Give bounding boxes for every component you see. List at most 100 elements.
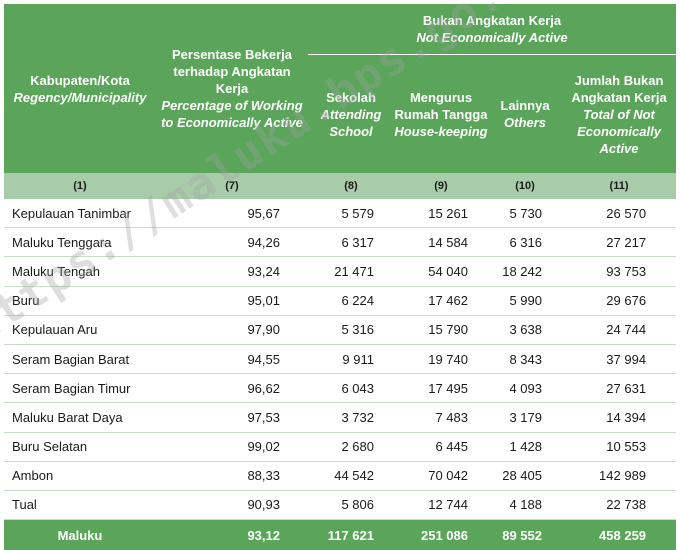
cell-house: 70 042 [394,461,488,491]
cell-house: 15 261 [394,199,488,229]
header-region-label: Kabupaten/Kota [30,72,130,88]
col-index: (9) [394,173,488,199]
total-region: Maluku [4,519,156,550]
cell-pct: 96,62 [156,373,308,404]
total-others: 89 552 [488,519,562,550]
cell-pct: 95,01 [156,286,308,316]
cell-pct: 99,02 [156,432,308,462]
header-others-label-en: Others [504,115,546,130]
header-school: Sekolah Attending School [308,54,394,173]
cell-school: 5 316 [308,315,394,345]
table-row: Maluku Tengah 93,24 21 471 54 040 18 242… [4,256,677,287]
cell-house: 14 584 [394,227,488,258]
cell-pct: 95,67 [156,199,308,229]
cell-others: 8 343 [488,344,562,375]
cell-region: Buru Selatan [4,432,156,462]
cell-region: Buru [4,286,156,316]
header-school-label: Sekolah [326,89,376,105]
cell-school: 6 043 [308,373,394,404]
cell-pct: 94,26 [156,227,308,258]
cell-others: 3 638 [488,315,562,345]
cell-pct: 97,90 [156,315,308,345]
header-house-label: Mengurus Rumah Tangga [394,89,488,122]
cell-region: Seram Bagian Timur [4,373,156,404]
col-index: (1) [4,173,156,199]
table-row: Kepulauan Aru 97,90 5 316 15 790 3 638 2… [4,315,677,345]
header-region: Kabupaten/Kota Regency/Municipality [4,4,156,173]
cell-pct: 90,93 [156,490,308,521]
cell-others: 4 093 [488,373,562,404]
header-region-label-en: Regency/Municipality [13,89,147,105]
total-total: 458 259 [562,519,677,550]
total-house: 251 086 [394,519,488,550]
cell-total: 22 738 [562,490,677,521]
cell-total: 26 570 [562,199,677,229]
cell-school: 21 471 [308,256,394,287]
cell-house: 17 462 [394,286,488,316]
cell-total: 142 989 [562,461,677,491]
table-row: Ambon 88,33 44 542 70 042 28 405 142 989 [4,461,677,491]
cell-total: 27 631 [562,373,677,404]
cell-house: 19 740 [394,344,488,375]
table-row: Seram Bagian Timur 96,62 6 043 17 495 4 … [4,373,677,404]
header-school-label-en: Attending School [320,106,382,139]
header-others: Lainnya Others [488,54,562,173]
cell-school: 44 542 [308,461,394,491]
cell-region: Ambon [4,461,156,491]
cell-total: 24 744 [562,315,677,345]
cell-house: 6 445 [394,432,488,462]
total-row: Maluku 93,12 117 621 251 086 89 552 458 … [4,519,677,550]
cell-region: Maluku Tenggara [4,227,156,258]
cell-school: 2 680 [308,432,394,462]
col-index: (8) [308,173,394,199]
header-pct-label-en: Percentage of Working to Economically Ac… [161,98,303,130]
table-row: Buru Selatan 99,02 2 680 6 445 1 428 10 … [4,432,677,462]
cell-school: 9 911 [308,344,394,375]
cell-pct: 94,55 [156,344,308,375]
cell-total: 14 394 [562,402,677,433]
cell-pct: 93,24 [156,256,308,287]
cell-others: 5 730 [488,199,562,229]
table-row: Kepulauan Tanimbar 95,67 5 579 15 261 5 … [4,199,677,229]
cell-region: Seram Bagian Barat [4,344,156,375]
header-group: Bukan Angkatan Kerja Not Economically Ac… [308,4,677,55]
header-group-label-en: Not Economically Active [416,30,568,45]
cell-region: Maluku Barat Daya [4,402,156,433]
cell-house: 17 495 [394,373,488,404]
column-index-row: (1) (7) (8) (9) (10) (11) [4,173,677,199]
cell-house: 12 744 [394,490,488,521]
table-row: Maluku Barat Daya 97,53 3 732 7 483 3 17… [4,402,677,433]
cell-school: 6 317 [308,227,394,258]
data-table: Kabupaten/Kota Regency/Municipality Pers… [4,4,677,550]
cell-house: 54 040 [394,256,488,287]
cell-others: 3 179 [488,402,562,433]
header-pct-label: Persentase Bekerja terhadap Angkatan Ker… [172,47,292,96]
header-total-label-en: Total of Not Economically Active [577,106,661,156]
cell-pct: 97,53 [156,402,308,433]
cell-others: 6 316 [488,227,562,258]
header-others-label: Lainnya [500,98,550,113]
cell-region: Maluku Tengah [4,256,156,287]
cell-school: 5 806 [308,490,394,521]
cell-others: 4 188 [488,490,562,521]
cell-others: 5 990 [488,286,562,316]
cell-school: 6 224 [308,286,394,316]
cell-pct: 88,33 [156,461,308,491]
cell-total: 10 553 [562,432,677,462]
total-pct: 93,12 [156,519,308,550]
table-row: Seram Bagian Barat 94,55 9 911 19 740 8 … [4,344,677,375]
header-pct: Persentase Bekerja terhadap Angkatan Ker… [156,4,308,173]
col-index: (11) [562,173,677,199]
table-row: Buru 95,01 6 224 17 462 5 990 29 676 [4,286,677,316]
cell-house: 15 790 [394,315,488,345]
cell-others: 28 405 [488,461,562,491]
cell-total: 27 217 [562,227,677,258]
total-school: 117 621 [308,519,394,550]
cell-school: 3 732 [308,402,394,433]
cell-total: 93 753 [562,256,677,287]
table-row: Tual 90,93 5 806 12 744 4 188 22 738 [4,490,677,521]
cell-others: 18 242 [488,256,562,287]
header-total-label: Jumlah Bukan Angkatan Kerja [571,72,667,105]
cell-total: 29 676 [562,286,677,316]
header-group-label: Bukan Angkatan Kerja [422,13,562,28]
